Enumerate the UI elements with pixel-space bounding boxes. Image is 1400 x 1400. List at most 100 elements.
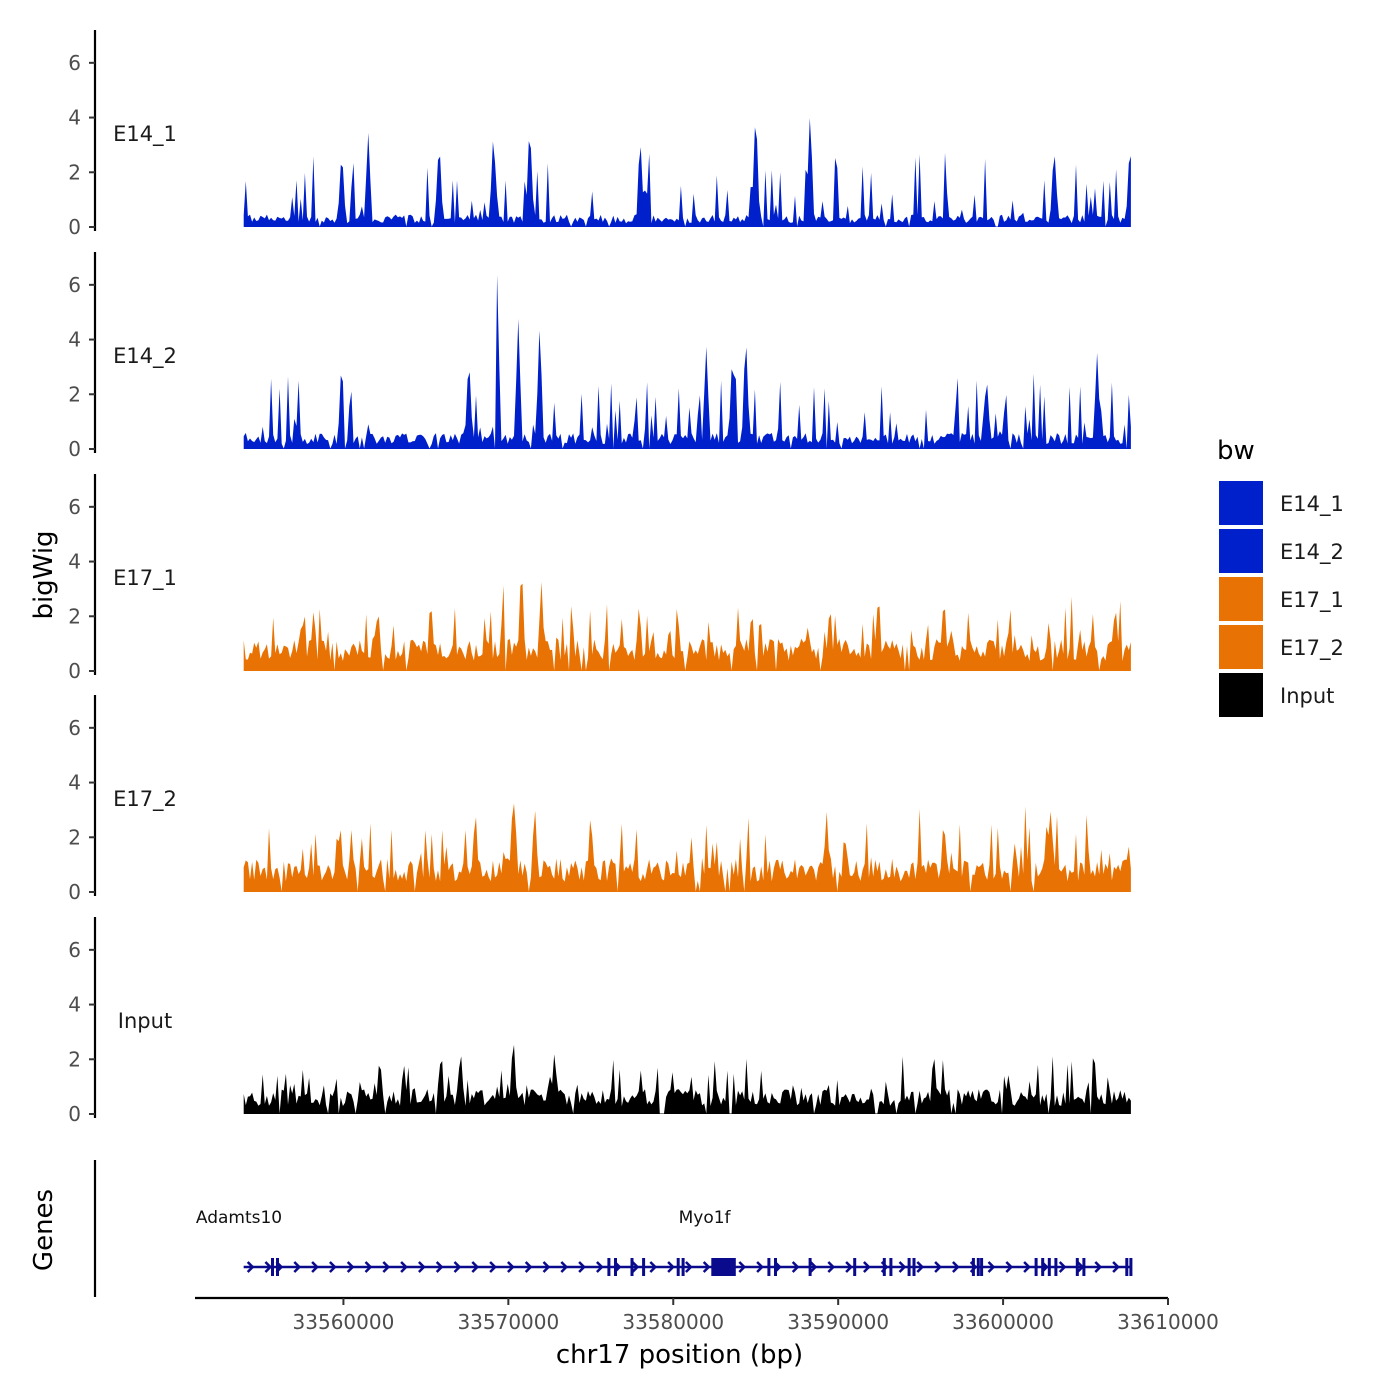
exon: [271, 1258, 274, 1276]
legend-label: E17_2: [1280, 636, 1344, 661]
strand-chevron: [685, 1261, 693, 1273]
strand-chevron: [845, 1261, 853, 1273]
y-tick-label: 4: [68, 106, 81, 130]
strand-chevron: [1094, 1261, 1103, 1273]
strand-chevron: [702, 1261, 711, 1273]
exon: [681, 1258, 685, 1276]
y-tick-label: 2: [68, 604, 81, 628]
strand-chevron: [453, 1261, 462, 1273]
track-label: E17_2: [113, 787, 177, 812]
y-tick-label: 0: [68, 1102, 81, 1126]
strand-chevron: [471, 1261, 480, 1273]
exon: [1082, 1258, 1086, 1276]
y-axis-title: bigWig: [29, 530, 59, 619]
strand-chevron: [934, 1261, 942, 1273]
strand-chevron: [1112, 1261, 1120, 1273]
genes-title: Genes: [29, 1189, 59, 1271]
strand-chevron: [524, 1261, 533, 1273]
x-axis-title: chr17 position (bp): [556, 1340, 803, 1370]
y-tick-label: 4: [68, 993, 81, 1017]
strand-chevron: [418, 1261, 426, 1273]
gene-track: Genes Adamts10 Myo1f: [29, 1160, 1133, 1297]
y-tick-label: 6: [68, 716, 81, 740]
strand-chevron: [916, 1261, 925, 1273]
exon: [1047, 1258, 1051, 1276]
legend-title: bw: [1217, 436, 1255, 466]
exon: [676, 1258, 680, 1276]
exon-block: [712, 1258, 735, 1276]
y-tick-label: 2: [68, 825, 81, 849]
legend-swatch: [1219, 625, 1263, 669]
track-label: E14_1: [113, 122, 177, 147]
exon: [976, 1258, 980, 1276]
y-tick-label: 6: [68, 273, 81, 297]
exon: [276, 1258, 279, 1276]
x-tick-label: 33580000: [622, 1310, 724, 1334]
x-tick-label: 33590000: [787, 1310, 889, 1334]
strand-chevron: [596, 1261, 604, 1273]
exon: [1054, 1258, 1058, 1276]
strand-chevron: [738, 1261, 747, 1273]
y-tick-label: 0: [68, 880, 81, 904]
area-e17-2: [243, 803, 1131, 892]
x-tick-label: 33560000: [293, 1310, 395, 1334]
track-label: Input: [118, 1009, 172, 1033]
legend-swatch: [1219, 481, 1263, 525]
strand-chevron: [952, 1261, 960, 1273]
y-tick-label: 0: [68, 215, 81, 239]
exon: [1034, 1258, 1038, 1276]
strand-chevron: [1058, 1261, 1067, 1273]
x-axis: 33560000 33570000 33580000 33590000 33600000…: [195, 1296, 1219, 1370]
strand-chevron: [560, 1261, 569, 1273]
strand-chevron: [246, 1261, 255, 1273]
track-label: E17_1: [113, 566, 177, 591]
legend-label: E17_1: [1280, 588, 1344, 613]
strand-chevron: [293, 1261, 302, 1273]
area-e14-2: [243, 274, 1131, 449]
strand-chevron: [489, 1261, 497, 1273]
exon: [853, 1258, 857, 1276]
gene-label: Adamts10: [196, 1208, 282, 1228]
exon: [732, 1258, 736, 1276]
strand-chevron: [809, 1261, 818, 1273]
strand-chevron: [542, 1261, 551, 1273]
strand-chevron: [329, 1261, 337, 1273]
strand-chevron: [649, 1261, 658, 1273]
strand-chevron: [507, 1261, 515, 1273]
exon: [1041, 1258, 1045, 1276]
y-tick-label: 6: [68, 51, 81, 75]
exon: [1125, 1258, 1129, 1276]
y-tick-label: 4: [68, 771, 81, 795]
exon: [980, 1258, 984, 1276]
exon: [971, 1258, 975, 1276]
exon: [774, 1258, 777, 1276]
y-tick-label: 6: [68, 938, 81, 962]
area-e17-1: [243, 582, 1131, 671]
legend-swatch: [1219, 673, 1263, 717]
strand-chevron: [631, 1261, 640, 1273]
track-e14-1: 0 2 4 6 E14_1: [68, 30, 1131, 239]
legend-swatch: [1219, 577, 1263, 621]
strand-chevron: [578, 1261, 586, 1273]
track-e14-2: 0 2 4 6 E14_2: [68, 252, 1131, 461]
exon: [907, 1258, 911, 1276]
exon: [614, 1258, 617, 1276]
legend-swatch: [1219, 529, 1263, 573]
strand-chevron: [346, 1261, 355, 1273]
y-tick-label: 2: [68, 1047, 81, 1071]
legend-label: E14_1: [1280, 492, 1344, 517]
strand-chevron: [987, 1261, 996, 1273]
strand-chevron: [1023, 1261, 1031, 1273]
exon: [630, 1258, 634, 1276]
strand-chevron: [382, 1261, 391, 1273]
strand-chevron: [756, 1261, 764, 1273]
exon: [1075, 1258, 1079, 1276]
exon: [1129, 1258, 1133, 1276]
exon: [767, 1258, 771, 1276]
legend-label: Input: [1280, 684, 1334, 708]
legend: bw E14_1 E14_2 E17_1 E17_2 Input: [1217, 436, 1344, 717]
y-tick-label: 0: [68, 437, 81, 461]
strand-chevron: [311, 1261, 319, 1273]
strand-chevron: [898, 1261, 907, 1273]
track-label: E14_2: [113, 344, 177, 369]
